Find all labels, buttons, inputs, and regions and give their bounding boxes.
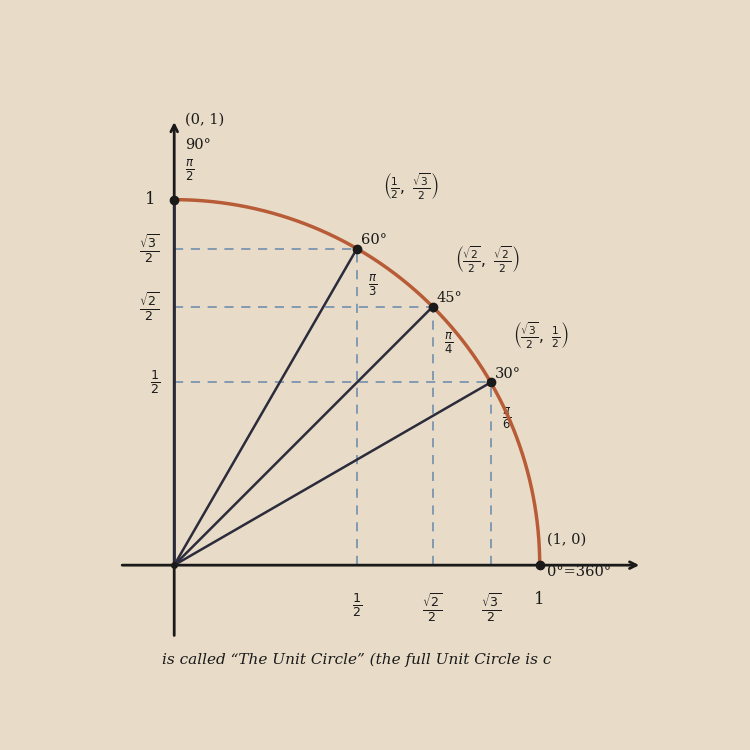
Text: $\left(\frac{\sqrt{2}}{2},\ \frac{\sqrt{2}}{2}\right)$: $\left(\frac{\sqrt{2}}{2},\ \frac{\sqrt{… <box>454 244 520 274</box>
Text: 1: 1 <box>146 191 156 208</box>
Text: 60°: 60° <box>361 232 386 247</box>
Text: 30°: 30° <box>494 367 520 380</box>
Text: 45°: 45° <box>436 291 462 305</box>
Text: $\frac{\sqrt{3}}{2}$: $\frac{\sqrt{3}}{2}$ <box>139 232 160 265</box>
Text: $\frac{1}{2}$: $\frac{1}{2}$ <box>352 591 362 619</box>
Text: 90°: 90° <box>185 138 211 152</box>
Text: $\frac{1}{2}$: $\frac{1}{2}$ <box>149 368 160 396</box>
Text: $\frac{\sqrt{2}}{2}$: $\frac{\sqrt{2}}{2}$ <box>139 290 160 323</box>
Text: (1, 0): (1, 0) <box>547 532 586 547</box>
Text: is called “The Unit Circle” (the full Unit Circle is c: is called “The Unit Circle” (the full Un… <box>162 653 552 668</box>
Text: 1: 1 <box>535 591 545 608</box>
Text: $\frac{\pi}{4}$: $\frac{\pi}{4}$ <box>444 331 453 356</box>
Text: $\frac{\sqrt{2}}{2}$: $\frac{\sqrt{2}}{2}$ <box>422 591 443 623</box>
Text: (0, 1): (0, 1) <box>185 112 224 126</box>
Text: $\frac{\sqrt{3}}{2}$: $\frac{\sqrt{3}}{2}$ <box>481 591 501 623</box>
Text: $\frac{\pi}{2}$: $\frac{\pi}{2}$ <box>185 158 194 183</box>
Text: $\left(\frac{\sqrt{3}}{2},\ \frac{1}{2}\right)$: $\left(\frac{\sqrt{3}}{2},\ \frac{1}{2}\… <box>513 320 568 350</box>
Text: 0°=360°: 0°=360° <box>547 566 611 580</box>
Text: $\frac{\pi}{3}$: $\frac{\pi}{3}$ <box>368 272 377 298</box>
Text: $\left(\frac{1}{2},\ \frac{\sqrt{3}}{2}\right)$: $\left(\frac{1}{2},\ \frac{\sqrt{3}}{2}\… <box>382 171 438 201</box>
Text: $\frac{\pi}{6}$: $\frac{\pi}{6}$ <box>502 406 511 431</box>
